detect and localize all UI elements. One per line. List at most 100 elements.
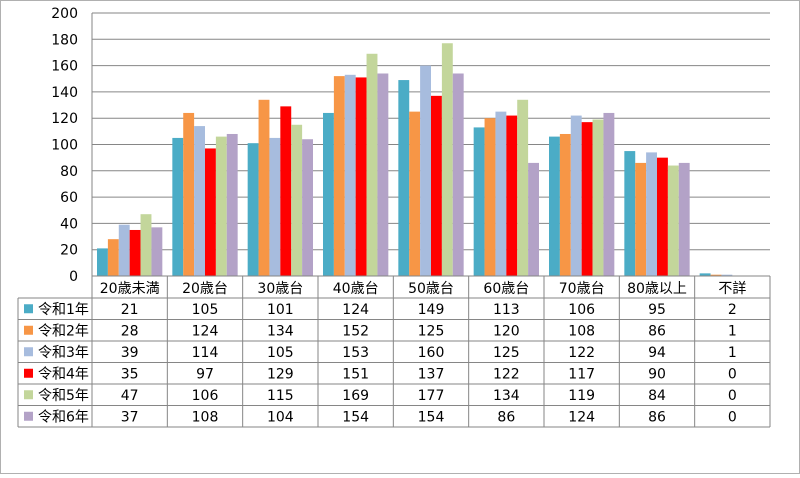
table-cell-value: 95 — [648, 302, 666, 318]
legend-label: 令和5年 — [38, 388, 89, 404]
bar — [452, 73, 464, 277]
table-cell-value: 2 — [728, 302, 737, 318]
legend-swatch — [24, 304, 33, 314]
table-cell-value: 115 — [267, 388, 294, 404]
table-cell-value: 117 — [568, 366, 595, 382]
bar — [355, 77, 367, 276]
table-cell-value: 124 — [192, 323, 219, 339]
bar — [559, 133, 571, 276]
legend-swatch — [24, 411, 33, 421]
table-cell-value: 106 — [192, 388, 219, 404]
y-tick-label: 0 — [69, 269, 78, 285]
bar — [592, 119, 604, 276]
bar — [473, 127, 485, 276]
table-cell-value: 134 — [493, 388, 520, 404]
bar — [581, 122, 593, 277]
table-cell-value: 1 — [728, 345, 737, 361]
bar — [646, 152, 657, 276]
bar — [495, 111, 507, 276]
table-cell-value: 86 — [497, 409, 515, 425]
table-cell-value: 124 — [342, 302, 369, 318]
table-cell-value: 169 — [342, 388, 369, 404]
category-label: 50歳台 — [408, 281, 454, 297]
bar — [280, 106, 292, 277]
table-cell-value: 119 — [568, 388, 595, 404]
table-cell-value: 86 — [648, 409, 666, 425]
table-cell-value: 134 — [267, 323, 294, 339]
bar — [226, 133, 238, 276]
bar — [269, 137, 281, 276]
category-label: 60歳台 — [483, 281, 529, 297]
table-cell-value: 160 — [418, 345, 445, 361]
legend-swatch — [24, 368, 33, 378]
bar — [721, 274, 733, 276]
table-cell-value: 84 — [648, 388, 666, 404]
table-cell-value: 0 — [728, 366, 737, 382]
bar — [603, 112, 615, 276]
table-cell-value: 37 — [121, 409, 139, 425]
legend-label: 令和1年 — [38, 302, 89, 318]
y-tick-label: 200 — [51, 6, 78, 22]
data-table: 20歳未満 20歳台 30歳台 40歳台 50歳台 60歳台 70歳台 80歳以上 不詳令和1年… — [17, 275, 771, 428]
table-cell-value: 114 — [192, 345, 219, 361]
table-cell-value: 21 — [121, 302, 139, 318]
bar — [678, 162, 690, 276]
bar — [215, 136, 227, 276]
y-tick-label: 140 — [51, 85, 78, 101]
bar — [291, 124, 303, 277]
bar — [570, 115, 582, 276]
table-cell-value: 108 — [568, 323, 595, 339]
y-tick-label: 160 — [51, 59, 78, 75]
bar — [635, 162, 647, 276]
category-label: 80歳以上 — [627, 281, 687, 297]
table-cell-value: 120 — [493, 323, 520, 339]
category-label: 不詳 — [718, 281, 746, 297]
bar — [258, 99, 270, 276]
category-label: 70歳台 — [559, 281, 605, 297]
bar — [506, 115, 518, 276]
table-cell-value: 149 — [418, 302, 445, 318]
category-label: 30歳台 — [257, 281, 303, 297]
table-cell-value: 105 — [192, 302, 219, 318]
bar — [420, 65, 431, 276]
bar — [333, 76, 345, 277]
y-tick-label: 40 — [60, 216, 78, 232]
y-tick-label: 80 — [60, 164, 78, 180]
table-cell-value: 86 — [648, 323, 666, 339]
table-cell-value: 94 — [648, 345, 666, 361]
bar — [657, 157, 668, 276]
category-label: 20歳台 — [182, 281, 228, 297]
y-tick-label: 180 — [51, 32, 78, 48]
bar — [398, 80, 410, 276]
table-cell-value: 153 — [342, 345, 369, 361]
legend-label: 令和6年 — [38, 409, 89, 425]
bar — [129, 229, 141, 276]
bar — [710, 274, 722, 276]
table-cell-value: 28 — [121, 323, 139, 339]
bar — [431, 95, 442, 276]
bar — [118, 224, 130, 276]
table-cell-value: 39 — [121, 345, 139, 361]
bar — [667, 165, 679, 276]
table-cell-value: 106 — [568, 302, 595, 318]
y-tick-label: 100 — [51, 138, 78, 154]
bar — [624, 151, 636, 276]
bar — [140, 214, 152, 276]
bar — [528, 162, 539, 276]
table-cell-value: 122 — [568, 345, 595, 361]
bar — [484, 118, 496, 276]
bars — [97, 43, 733, 277]
table-cell-value: 0 — [728, 388, 737, 404]
bar — [107, 239, 119, 276]
bar — [344, 74, 356, 277]
legend-label: 令和4年 — [38, 366, 89, 382]
table-cell-value: 0 — [728, 409, 737, 425]
table-cell-value: 47 — [121, 388, 139, 404]
table-cell-value: 90 — [648, 366, 666, 382]
y-axis: 0 20 40 60 80 100 120 140 160 180 200 — [51, 6, 93, 285]
table-cell-value: 35 — [121, 366, 139, 382]
table-cell-value: 177 — [418, 388, 445, 404]
bar — [323, 112, 334, 276]
bar — [366, 53, 378, 276]
